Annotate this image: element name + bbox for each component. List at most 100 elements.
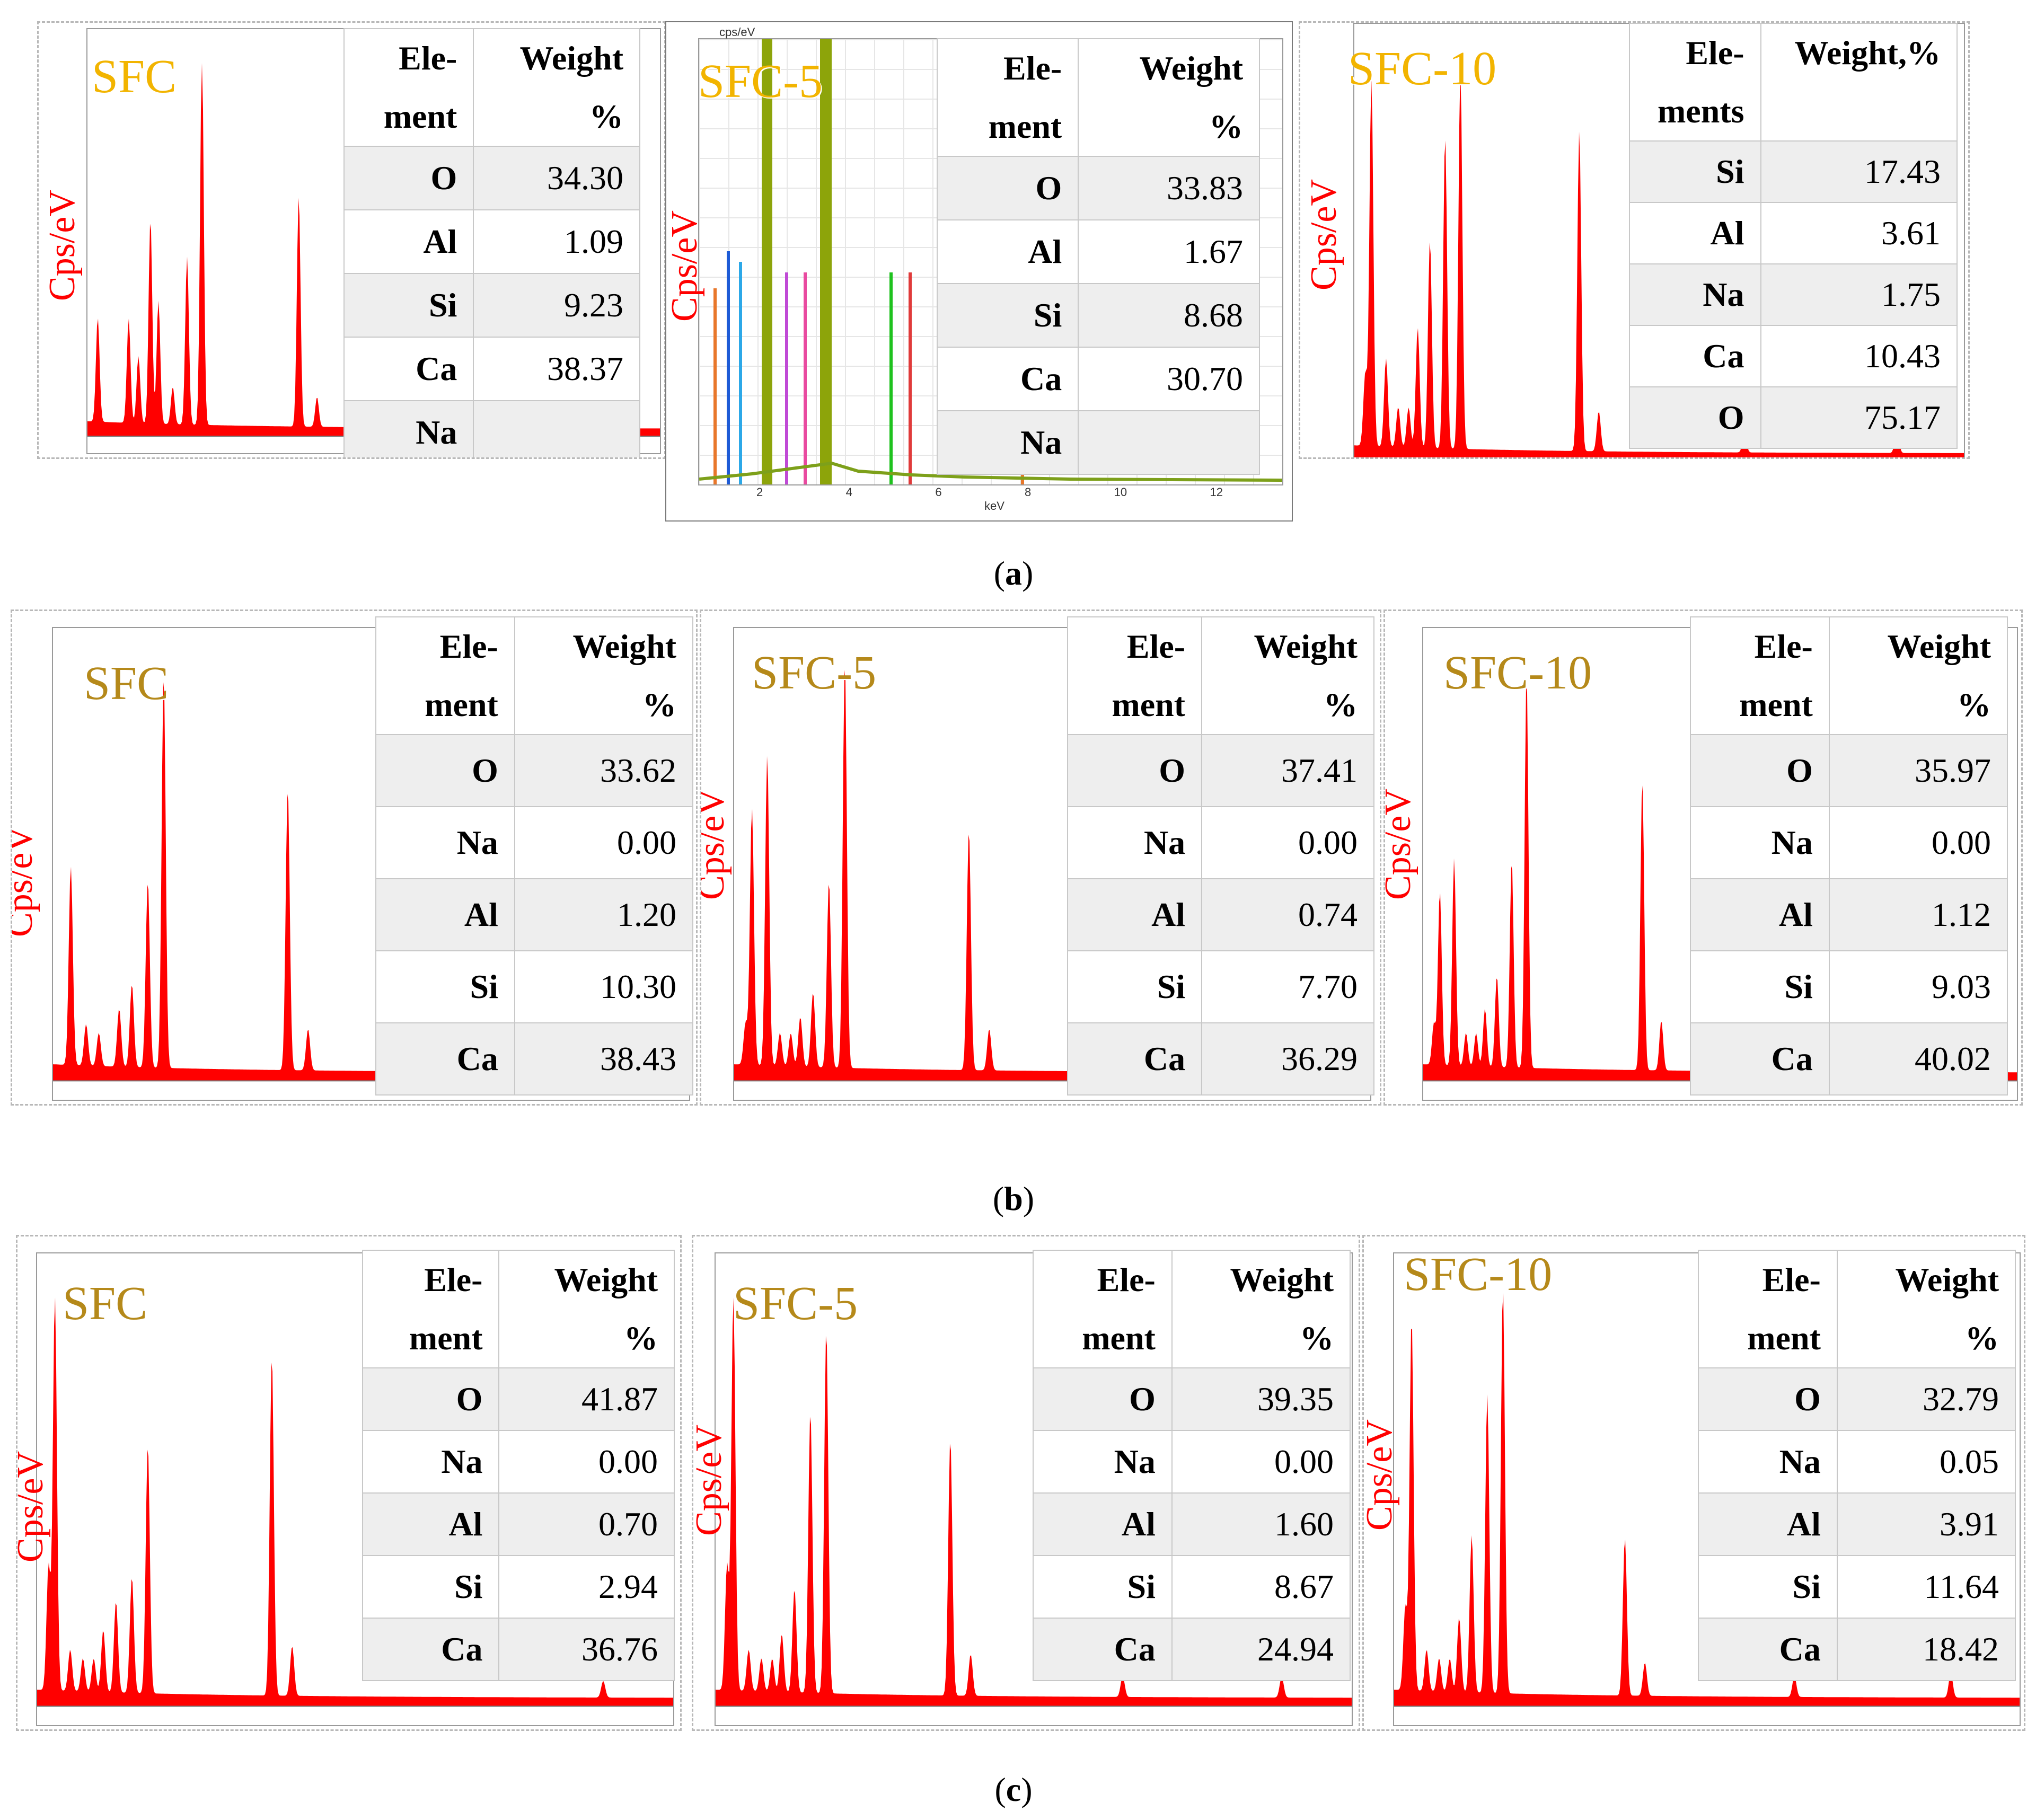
element-header: Ele-ment <box>1698 1249 1838 1369</box>
x-tick: 6 <box>935 485 942 499</box>
x-axis-ticks: 2 4 6 8 10 12 <box>756 485 1223 499</box>
y-axis-label: Cps/eV <box>700 789 732 900</box>
weight-header: Weight% <box>1201 616 1374 736</box>
panel-c-sfc5: SFC-5 Cps/eV Ele-ment Weight% O 39.35 Na 0… <box>692 1235 1360 1731</box>
eds-spectrum <box>1354 68 1964 457</box>
table-row: O 75.17 <box>1629 386 1958 449</box>
element-header: Ele-ment <box>1067 616 1203 736</box>
table-row: Na 0.00 <box>362 1430 675 1494</box>
composition-table: Ele-ment Weight% O 39.35 Na 0.00 Al 1.60 Si… <box>1033 1249 1351 1682</box>
table-row: Si 9.23 <box>343 273 640 338</box>
axis-unit-top: cps/eV <box>719 25 755 39</box>
eds-spectrum <box>37 1297 673 1707</box>
panel-c-sfc: SFC Cps/eV Ele-ment Weight% O 41.87 Na 0.0… <box>16 1235 682 1731</box>
weight-header: Weight% <box>498 1249 675 1369</box>
sample-label: SFC-10 <box>1443 647 1592 699</box>
table-row: Si 9.03 <box>1690 950 2008 1024</box>
weight-header: Weight% <box>1836 1249 2016 1369</box>
sample-label: SFC <box>92 50 177 103</box>
x-tick: 2 <box>756 485 763 499</box>
weight-header: Weight,% <box>1760 23 1958 142</box>
weight-header: Weight% <box>473 28 640 147</box>
element-header: Ele-ments <box>1629 23 1761 142</box>
table-row: Na <box>936 410 1260 475</box>
x-tick: 10 <box>1114 485 1127 499</box>
table-row: Ca 40.02 <box>1690 1022 2008 1096</box>
caption-b: (b) <box>992 1180 1035 1217</box>
caption-c: (c) <box>994 1771 1033 1808</box>
weight-header: Weight% <box>1828 616 2008 736</box>
table-row: O 34.30 <box>343 146 640 211</box>
panel-b-sfc5: SFC-5 Cps/eV Ele-ment Weight% O 37.41 Na 0… <box>700 609 1381 1106</box>
composition-table: Ele-ment Weight% O 37.41 Na 0.00 Al 0.74 Si… <box>1067 616 1374 1096</box>
eds-spectrum <box>1394 1293 2020 1707</box>
table-row: Na 0.00 <box>1067 806 1374 880</box>
table-row: Si 8.67 <box>1033 1555 1351 1619</box>
composition-table: Ele-ment Weight% O 41.87 Na 0.00 Al 0.70 Si… <box>362 1249 675 1682</box>
element-header: Ele-ment <box>1033 1249 1173 1369</box>
element-header: Ele-ment <box>343 28 474 147</box>
sample-label: SFC-10 <box>1404 1248 1553 1301</box>
x-tick: 8 <box>1024 485 1032 499</box>
table-row: Ca 30.70 <box>936 347 1260 412</box>
y-axis-label: Cps/eV <box>42 190 83 301</box>
panel-a-sfc: SFC Cps/eV Ele-ment Weight% O 34.30 Al 1.0… <box>37 21 666 459</box>
table-row: O 32.79 <box>1698 1367 2016 1432</box>
table-row: Al 0.74 <box>1067 878 1374 952</box>
table-row: O 33.83 <box>936 156 1260 221</box>
element-header: Ele-ment <box>1690 616 1830 736</box>
sample-label: SFC-5 <box>752 647 877 699</box>
table-row: Ca 36.29 <box>1067 1022 1374 1096</box>
table-row: O 39.35 <box>1033 1367 1351 1432</box>
x-tick: 12 <box>1210 485 1223 499</box>
panel-a-sfc10: SFC-10 Cps/eV Ele-ments Weight,% Si 17.43… <box>1299 21 1970 459</box>
table-row: Ca 24.94 <box>1033 1618 1351 1682</box>
table-row: Al 1.60 <box>1033 1492 1351 1557</box>
panel-c-sfc10: SFC-10 Cps/eV Ele-ment Weight% O 32.79 Na… <box>1362 1235 2025 1731</box>
element-header: Ele-ment <box>362 1249 500 1369</box>
weight-header: Weight% <box>1171 1249 1351 1369</box>
sample-label: SFC-5 <box>733 1277 858 1330</box>
table-row: Si 2.94 <box>362 1555 675 1619</box>
background-trace <box>699 461 1282 482</box>
table-row: Si 11.64 <box>1698 1555 2016 1619</box>
table-row: Na 1.75 <box>1629 263 1958 326</box>
table-row: Si 7.70 <box>1067 950 1374 1024</box>
table-row: O 41.87 <box>362 1367 675 1432</box>
peak-si-band <box>762 39 772 484</box>
weight-header: Weight% <box>1078 38 1260 157</box>
spectrum-trace <box>37 1297 673 1707</box>
eds-spectrum <box>716 1297 1352 1707</box>
table-row: Na 0.05 <box>1698 1430 2016 1494</box>
y-axis-label: Cps/eV <box>1383 789 1418 900</box>
y-axis-label: Cps/eV <box>1362 1419 1400 1531</box>
table-row: Si 8.68 <box>936 283 1260 348</box>
table-row: Ca 10.43 <box>1629 325 1958 388</box>
table-row: Si 17.43 <box>1629 140 1958 204</box>
table-row: O 33.62 <box>375 734 694 808</box>
table-row: O 37.41 <box>1067 734 1374 808</box>
composition-table: Ele-ments Weight,% Si 17.43 Al 3.61 Na 1.75… <box>1629 23 1958 449</box>
table-row: Al 1.67 <box>936 219 1260 285</box>
spectrum-trace <box>53 682 689 1081</box>
table-row: Al 1.12 <box>1690 878 2008 952</box>
composition-table: Ele-ment Weight% O 35.97 Na 0.00 Al 1.12 Si… <box>1690 616 2008 1096</box>
composition-table: Ele-ment Weight% O 33.83 Al 1.67 Si 8.68 Ca… <box>936 38 1260 475</box>
spectrum-trace <box>1423 685 2017 1081</box>
spectrum-trace <box>1394 1293 2020 1707</box>
spectrum-trace <box>1354 68 1964 457</box>
table-row: Si 10.30 <box>375 950 694 1024</box>
table-row: Na 0.00 <box>1033 1430 1351 1494</box>
x-tick: 4 <box>845 485 852 499</box>
table-row: Al 3.91 <box>1698 1492 2016 1557</box>
table-row: Al 1.20 <box>375 878 694 952</box>
y-axis-label: Cps/eV <box>665 210 705 322</box>
table-row: Na 0.00 <box>375 806 694 880</box>
y-axis-label: Cps/eV <box>692 1425 729 1536</box>
spectrum-trace <box>87 63 660 436</box>
y-axis-label: Cps/eV <box>11 826 40 937</box>
panel-b-sfc10: SFC-10 Cps/eV Ele-ment Weight% O 35.97 Na… <box>1383 609 2023 1106</box>
table-row: Ca 38.43 <box>375 1022 694 1096</box>
table-row: Ca 38.37 <box>343 337 640 402</box>
weight-header: Weight% <box>514 616 694 736</box>
